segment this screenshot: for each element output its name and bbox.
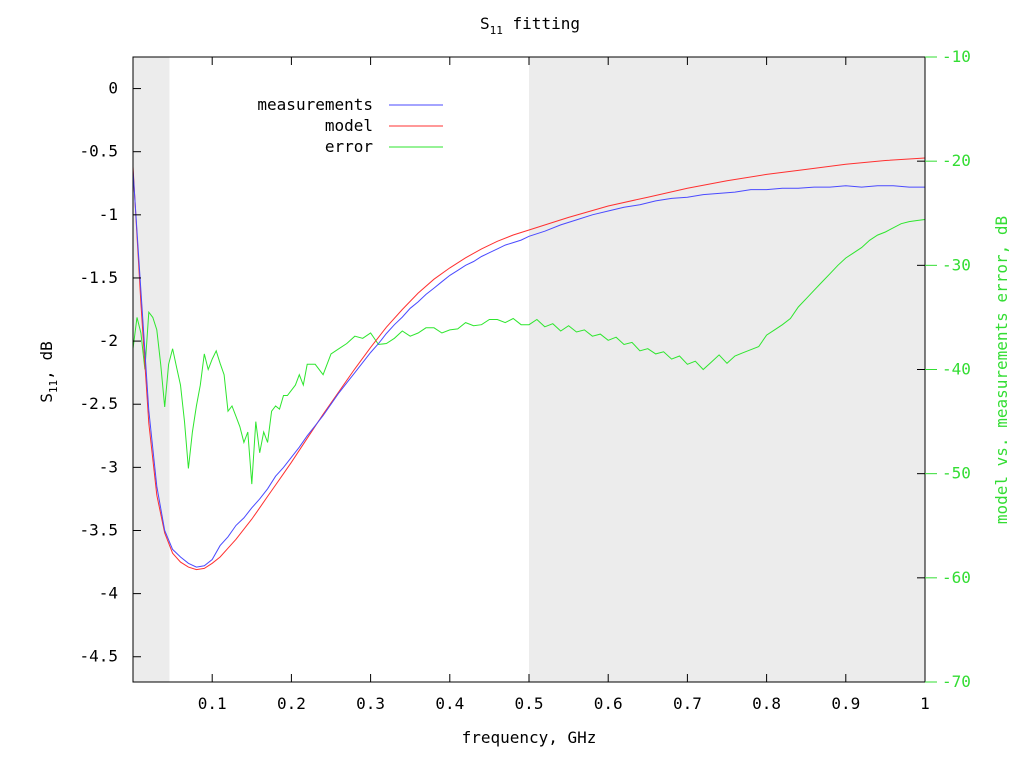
y2-tick-label: -40: [942, 360, 971, 379]
y2-tick-label: -30: [942, 255, 971, 274]
y-axis-label: S11, dB: [37, 341, 60, 402]
x-axis-label: frequency, GHz: [462, 728, 597, 747]
x-tick-label: 0.7: [673, 694, 702, 713]
tick-layer: 0.1 0.2 0.3 0.4 0.5 0.6 0.7 0.8 0.9 1 0 -0.5 -1 -1.5 -…: [79, 47, 970, 713]
x-tick-label: 1: [920, 694, 930, 713]
y-tick-label: -2: [99, 331, 118, 350]
series-measurements-line: [132, 170, 925, 568]
y-tick-label: -0.5: [79, 142, 118, 161]
y-tick-label: -1: [99, 205, 118, 224]
series-error-line: [132, 219, 926, 485]
series-model-line: [132, 157, 926, 571]
legend-label-model: model: [325, 116, 373, 135]
shaded-regions: [133, 57, 925, 682]
y-tick-label: -1.5: [79, 268, 118, 287]
x-tick-label: 0.6: [594, 694, 623, 713]
x-tick-label: 0.3: [356, 694, 385, 713]
y2-tick-label: -50: [942, 464, 971, 483]
y2-tick-label: -20: [942, 151, 971, 170]
x-tick-label: 0.2: [277, 694, 306, 713]
y-tick-label: -4: [99, 584, 118, 603]
y2-axis-label: model vs. measurements error, dB: [992, 216, 1011, 524]
y2-tick-label: -10: [942, 47, 971, 66]
y-tick-label: 0: [108, 79, 118, 98]
shaded-region-1: [529, 57, 925, 682]
y2-tick-label: -70: [942, 672, 971, 691]
legend: measurements model error: [257, 95, 443, 156]
x-tick-label: 0.1: [198, 694, 227, 713]
x-tick-label: 0.8: [752, 694, 781, 713]
y-tick-label: -3.5: [79, 520, 118, 539]
x-tick-label: 0.9: [831, 694, 860, 713]
x-tick-label: 0.4: [435, 694, 464, 713]
series-layer: [132, 157, 926, 571]
y-tick-label: -3: [99, 457, 118, 476]
y-tick-label: -2.5: [79, 394, 118, 413]
chart-title: S11 fitting: [480, 14, 580, 37]
legend-label-measurements: measurements: [257, 95, 373, 114]
legend-label-error: error: [325, 137, 374, 156]
y2-tick-label: -60: [942, 568, 971, 587]
x-tick-label: 0.5: [515, 694, 544, 713]
y-tick-label: -4.5: [79, 647, 118, 666]
shaded-region-0: [133, 57, 170, 682]
